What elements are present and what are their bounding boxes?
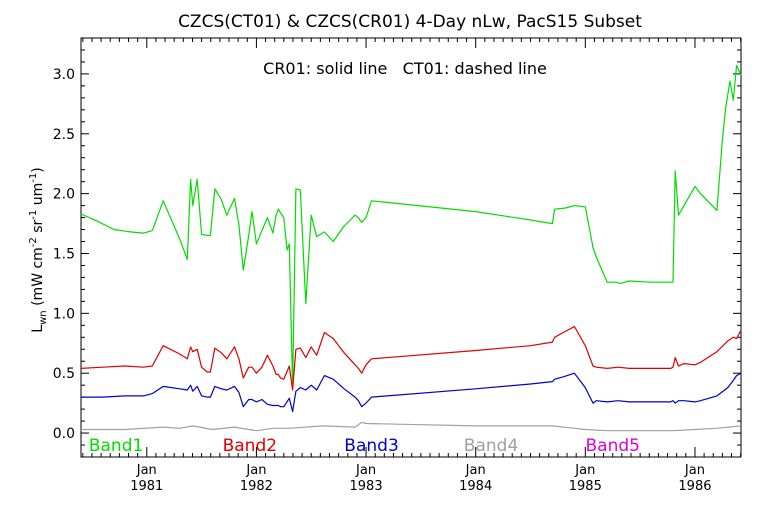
y-label-main: L [30,325,46,333]
y-tick-label: 1.5 [53,246,75,262]
x-tick-label-month: Jan [684,463,705,478]
series-line-band1 [80,64,742,389]
y-tick-label: 1.0 [53,306,75,322]
series-line-band3 [81,372,742,413]
x-tick-label-month: Jan [465,463,486,478]
x-tick-label-month: Jan [574,463,595,478]
y-tick-label: 0.0 [53,426,75,442]
y-label-unit-close: ) [30,167,46,172]
y-axis: 0.0 0.5 1.0 1.5 2.0 2.5 3.0 [53,37,741,458]
y-label-unit-open: (mW cm [30,247,46,310]
x-tick-label-year: 1981 [130,479,163,494]
y-label-sub: wn [38,310,49,325]
series-line-band2 [80,325,742,391]
x-tick-label-year: 1984 [459,479,492,494]
y-tick-label: 3.0 [53,67,75,83]
chart-title: CZCS(CT01) & CZCS(CR01) 4-Day nLw, PacS1… [178,12,642,32]
x-tick-label-month: Jan [245,463,266,478]
x-tick-label-year: 1983 [350,479,383,494]
x-axis: Jan1981Jan1982Jan1983Jan1984Jan1985Jan19… [82,38,742,494]
legend-label-band4: Band4 [464,436,518,456]
y-tick-label: 0.5 [53,366,75,382]
line-style-annotation: CR01: solid line CT01: dashed line [263,59,547,78]
x-tick-label-year: 1986 [678,479,711,494]
x-tick-label-year: 1985 [569,479,602,494]
x-tick-label-year: 1982 [240,479,273,494]
plot-frame [80,37,742,458]
y-tick-label: 2.5 [53,127,75,143]
series-line-band4 [81,421,742,432]
legend-label-band3: Band3 [344,436,398,456]
y-label-sup2: -1 [28,210,39,220]
x-tick-label-month: Jan [355,463,376,478]
series-group [80,64,742,432]
legend-label-band1: Band1 [89,436,143,456]
y-tick-label: 2.0 [53,187,75,203]
legend: Band1 Band2 Band3 Band4 Band5 [89,436,640,456]
legend-label-band5: Band5 [585,436,639,456]
y-label-mid1: sr [30,219,46,237]
y-axis-label: Lwn (mW cm-2 sr-1 um-1) [28,167,49,332]
legend-label-band2: Band2 [223,436,277,456]
y-label-sup3: -1 [28,173,39,183]
x-tick-label-month: Jan [136,463,157,478]
y-label-sup1: -2 [28,237,39,247]
y-label-mid2: um [30,183,46,210]
